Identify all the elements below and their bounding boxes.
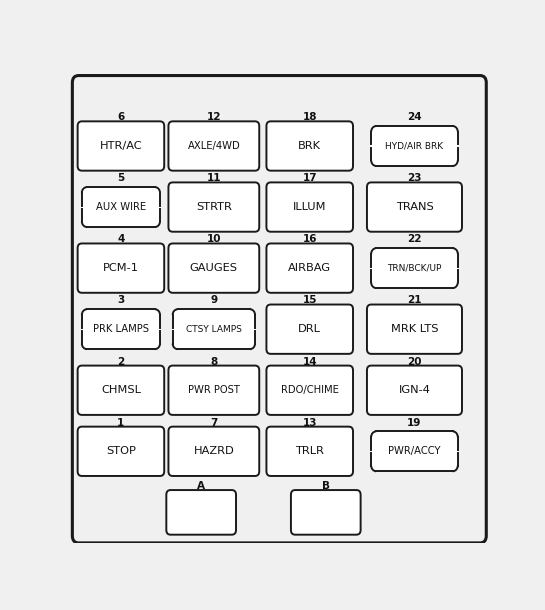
Text: AUX WIRE: AUX WIRE [96, 202, 146, 212]
Text: PCM-1: PCM-1 [103, 263, 139, 273]
FancyBboxPatch shape [168, 182, 259, 232]
Text: 8: 8 [210, 356, 217, 367]
Text: AXLE/4WD: AXLE/4WD [187, 141, 240, 151]
Text: 20: 20 [407, 356, 422, 367]
FancyBboxPatch shape [267, 365, 353, 415]
Text: DRL: DRL [298, 324, 321, 334]
Text: GAUGES: GAUGES [190, 263, 238, 273]
Text: STOP: STOP [106, 447, 136, 456]
FancyBboxPatch shape [367, 365, 462, 415]
Text: 12: 12 [207, 112, 221, 122]
Text: 16: 16 [302, 234, 317, 245]
Text: 1: 1 [117, 418, 125, 428]
Bar [82, 309, 160, 349]
FancyBboxPatch shape [168, 243, 259, 293]
FancyBboxPatch shape [267, 243, 353, 293]
Text: B: B [322, 481, 330, 491]
Text: PWR POST: PWR POST [188, 386, 240, 395]
Text: TRLR: TRLR [295, 447, 324, 456]
FancyBboxPatch shape [77, 426, 164, 476]
Text: CHMSL: CHMSL [101, 386, 141, 395]
FancyBboxPatch shape [291, 490, 361, 535]
Text: PRK LAMPS: PRK LAMPS [93, 324, 149, 334]
Text: 5: 5 [117, 173, 125, 184]
Bar [371, 126, 458, 166]
Text: AIRBAG: AIRBAG [288, 263, 331, 273]
FancyBboxPatch shape [168, 365, 259, 415]
FancyBboxPatch shape [168, 121, 259, 171]
FancyBboxPatch shape [77, 243, 164, 293]
Text: ILLUM: ILLUM [293, 202, 326, 212]
Text: TRANS: TRANS [396, 202, 433, 212]
Bar [371, 248, 458, 288]
Text: 22: 22 [407, 234, 422, 245]
Text: 3: 3 [117, 295, 125, 306]
Text: TRN/BCK/UP: TRN/BCK/UP [387, 264, 441, 273]
FancyBboxPatch shape [77, 365, 164, 415]
Text: 18: 18 [302, 112, 317, 122]
Text: PWR/ACCY: PWR/ACCY [388, 447, 441, 456]
Text: 10: 10 [207, 234, 221, 245]
FancyBboxPatch shape [166, 490, 236, 535]
Text: 4: 4 [117, 234, 125, 245]
FancyBboxPatch shape [367, 304, 462, 354]
FancyBboxPatch shape [72, 76, 486, 543]
FancyBboxPatch shape [77, 121, 164, 171]
Text: 6: 6 [117, 112, 125, 122]
Text: 17: 17 [302, 173, 317, 184]
Text: RDO/CHIME: RDO/CHIME [281, 386, 338, 395]
Text: 23: 23 [407, 173, 422, 184]
FancyBboxPatch shape [267, 426, 353, 476]
Text: 14: 14 [302, 356, 317, 367]
Text: A: A [197, 481, 205, 491]
Text: IGN-4: IGN-4 [398, 386, 431, 395]
Bar [82, 187, 160, 227]
Text: 24: 24 [407, 112, 422, 122]
FancyBboxPatch shape [267, 121, 353, 171]
Bar [371, 431, 458, 472]
FancyBboxPatch shape [168, 426, 259, 476]
FancyBboxPatch shape [267, 304, 353, 354]
Text: HYD/AIR BRK: HYD/AIR BRK [385, 142, 444, 151]
FancyBboxPatch shape [267, 182, 353, 232]
Text: 11: 11 [207, 173, 221, 184]
Text: 21: 21 [407, 295, 422, 306]
Text: 19: 19 [407, 418, 422, 428]
Text: STRTR: STRTR [196, 202, 232, 212]
Text: BRK: BRK [298, 141, 321, 151]
Text: HTR/AC: HTR/AC [100, 141, 142, 151]
Text: 13: 13 [302, 418, 317, 428]
Text: CTSY LAMPS: CTSY LAMPS [186, 325, 242, 334]
Text: 9: 9 [210, 295, 217, 306]
Bar [173, 309, 255, 349]
FancyBboxPatch shape [367, 182, 462, 232]
Text: 15: 15 [302, 295, 317, 306]
Text: MRK LTS: MRK LTS [391, 324, 438, 334]
Text: 2: 2 [117, 356, 125, 367]
Text: 7: 7 [210, 418, 217, 428]
Text: HAZRD: HAZRD [193, 447, 234, 456]
